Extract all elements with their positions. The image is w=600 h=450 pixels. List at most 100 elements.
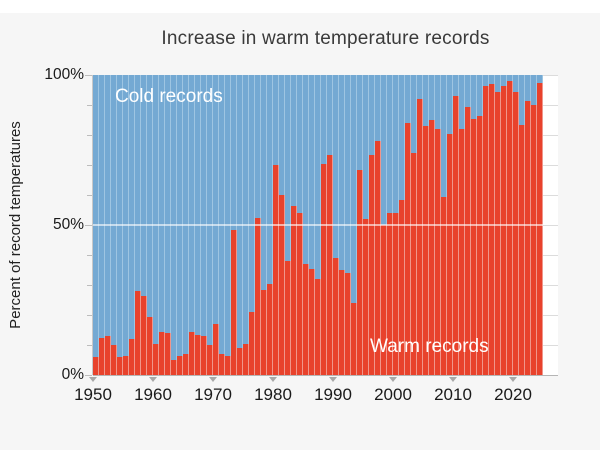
cold-segment: [411, 75, 417, 153]
bar-column-1973: [231, 75, 237, 375]
bar-column-2010: [453, 75, 459, 375]
x-tick-triangle-1980: [269, 377, 277, 382]
warm-segment: [297, 213, 303, 375]
warm-records-label: Warm records: [370, 336, 489, 357]
warm-segment: [177, 355, 183, 375]
warm-segment: [351, 303, 357, 375]
cold-segment: [237, 75, 243, 348]
y-tick-70: [87, 165, 92, 166]
warm-segment: [243, 343, 249, 375]
bar-column-1978: [261, 75, 267, 375]
y-tick-30: [87, 285, 92, 286]
page-top-strip: [0, 0, 600, 13]
warm-segment: [429, 120, 435, 375]
cold-segment: [261, 75, 267, 290]
warm-segment: [147, 316, 153, 375]
cold-segment: [231, 75, 237, 230]
y-tick-80: [87, 135, 92, 136]
warm-segment: [135, 291, 141, 375]
cold-segment: [453, 75, 459, 96]
warm-segment: [237, 348, 243, 375]
cold-segment: [495, 75, 501, 92]
chart-title: Increase in warm temperature records: [161, 28, 490, 49]
bar-column-1968: [201, 75, 207, 375]
warm-segment: [327, 154, 333, 375]
warm-segment: [381, 225, 387, 375]
warm-segment: [129, 339, 135, 375]
cold-segment: [183, 75, 189, 354]
warm-segment: [483, 85, 489, 375]
cold-segment: [189, 75, 195, 332]
bar-column-2001: [399, 75, 405, 375]
y-tick-10: [87, 345, 92, 346]
warm-segment: [159, 331, 165, 375]
x-tick-triangle-2020: [509, 377, 517, 382]
bar-column-1961: [159, 75, 165, 375]
cold-segment: [171, 75, 177, 360]
cold-segment: [357, 75, 363, 170]
bar-column-1994: [357, 75, 363, 375]
cold-segment: [321, 75, 327, 164]
bar-column-1976: [249, 75, 255, 375]
warm-segment: [153, 343, 159, 375]
cold-segment: [423, 75, 429, 126]
cold-segment: [405, 75, 411, 123]
warm-segment: [279, 195, 285, 375]
warm-segment: [309, 268, 315, 375]
warm-segment: [123, 355, 129, 375]
cold-segment: [327, 75, 333, 155]
x-tick-label-2000: 2000: [374, 385, 412, 404]
bar-column-1983: [291, 75, 297, 375]
bar-column-1980: [273, 75, 279, 375]
warm-segment: [513, 91, 519, 375]
warm-segment: [165, 333, 171, 375]
warm-segment: [411, 153, 417, 375]
warm-segment: [519, 124, 525, 375]
warm-segment: [189, 331, 195, 375]
bar-column-1975: [243, 75, 249, 375]
bar-column-2006: [429, 75, 435, 375]
cold-segment: [501, 75, 507, 86]
cold-segment: [291, 75, 297, 206]
warm-segment: [357, 169, 363, 375]
bar-column-2005: [423, 75, 429, 375]
warm-segment: [111, 345, 117, 375]
x-tick-label-1970: 1970: [194, 385, 232, 404]
warm-segment: [477, 115, 483, 375]
bar-column-1970: [213, 75, 219, 375]
bar-column-1966: [189, 75, 195, 375]
cold-segment: [129, 75, 135, 339]
warm-segment: [339, 270, 345, 375]
y-tick-label-100: 100%: [44, 66, 84, 83]
warm-segment: [387, 213, 393, 375]
cold-segment: [465, 75, 471, 107]
warm-segment: [141, 295, 147, 375]
bar-column-1972: [225, 75, 231, 375]
x-tick-label-2020: 2020: [494, 385, 532, 404]
warm-segment: [285, 261, 291, 375]
cold-segment: [309, 75, 315, 269]
cold-segment: [483, 75, 489, 86]
cold-segment: [375, 75, 381, 141]
y-tick-20: [87, 315, 92, 316]
bar-column-2014: [477, 75, 483, 375]
warm-segment: [363, 219, 369, 375]
cold-segment: [213, 75, 219, 324]
warm-segment: [261, 289, 267, 375]
bar-column-1974: [237, 75, 243, 375]
y-tick-90: [87, 105, 92, 106]
x-tick-label-2010: 2010: [434, 385, 472, 404]
bar-column-1960: [153, 75, 159, 375]
warm-segment: [507, 81, 513, 375]
warm-segment: [99, 337, 105, 375]
cold-segment: [315, 75, 321, 279]
cold-segment: [381, 75, 387, 225]
warm-segment: [369, 154, 375, 375]
cold-segment: [159, 75, 165, 332]
bar-column-1962: [165, 75, 171, 375]
cold-segment: [153, 75, 159, 344]
cold-segment: [249, 75, 255, 312]
cold-segment: [99, 75, 105, 338]
cold-segment: [333, 75, 339, 258]
warm-segment: [495, 91, 501, 375]
